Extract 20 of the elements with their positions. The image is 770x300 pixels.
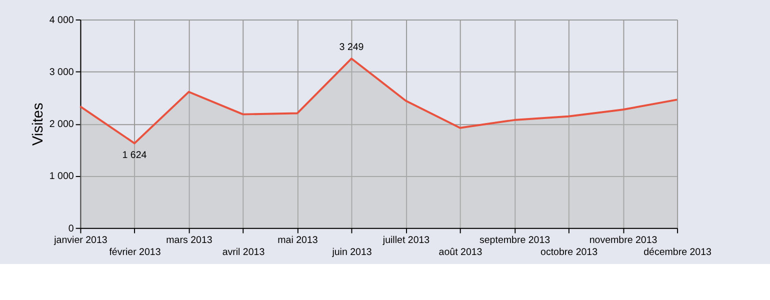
x-tick-label: mai 2013 [278,235,318,246]
x-tick-label: février 2013 [109,246,161,258]
x-tick-label: octobre 2013 [540,246,598,258]
x-tick-label: septembre 2013 [479,235,550,246]
data-label: 3 249 [339,42,364,53]
y-tick-label: 3 000 [49,67,74,78]
y-tick-label: 0 [68,223,74,234]
y-tick-label: 2 000 [49,119,74,130]
y-tick-label: 4 000 [49,14,74,26]
x-tick-label: janvier 2013 [53,235,108,246]
x-tick-label: novembre 2013 [589,235,658,246]
data-label: 1 624 [122,150,148,161]
y-axis-title: Visites [30,102,47,146]
x-tick-label: décembre 2013 [644,246,712,258]
y-tick-label: 1 000 [49,171,74,182]
x-tick-label: mars 2013 [166,235,212,246]
x-tick-label: août 2013 [438,246,482,258]
x-tick-label: juillet 2013 [382,235,430,246]
x-tick-label: juin 2013 [331,246,372,258]
x-tick-label: avril 2013 [222,246,265,258]
